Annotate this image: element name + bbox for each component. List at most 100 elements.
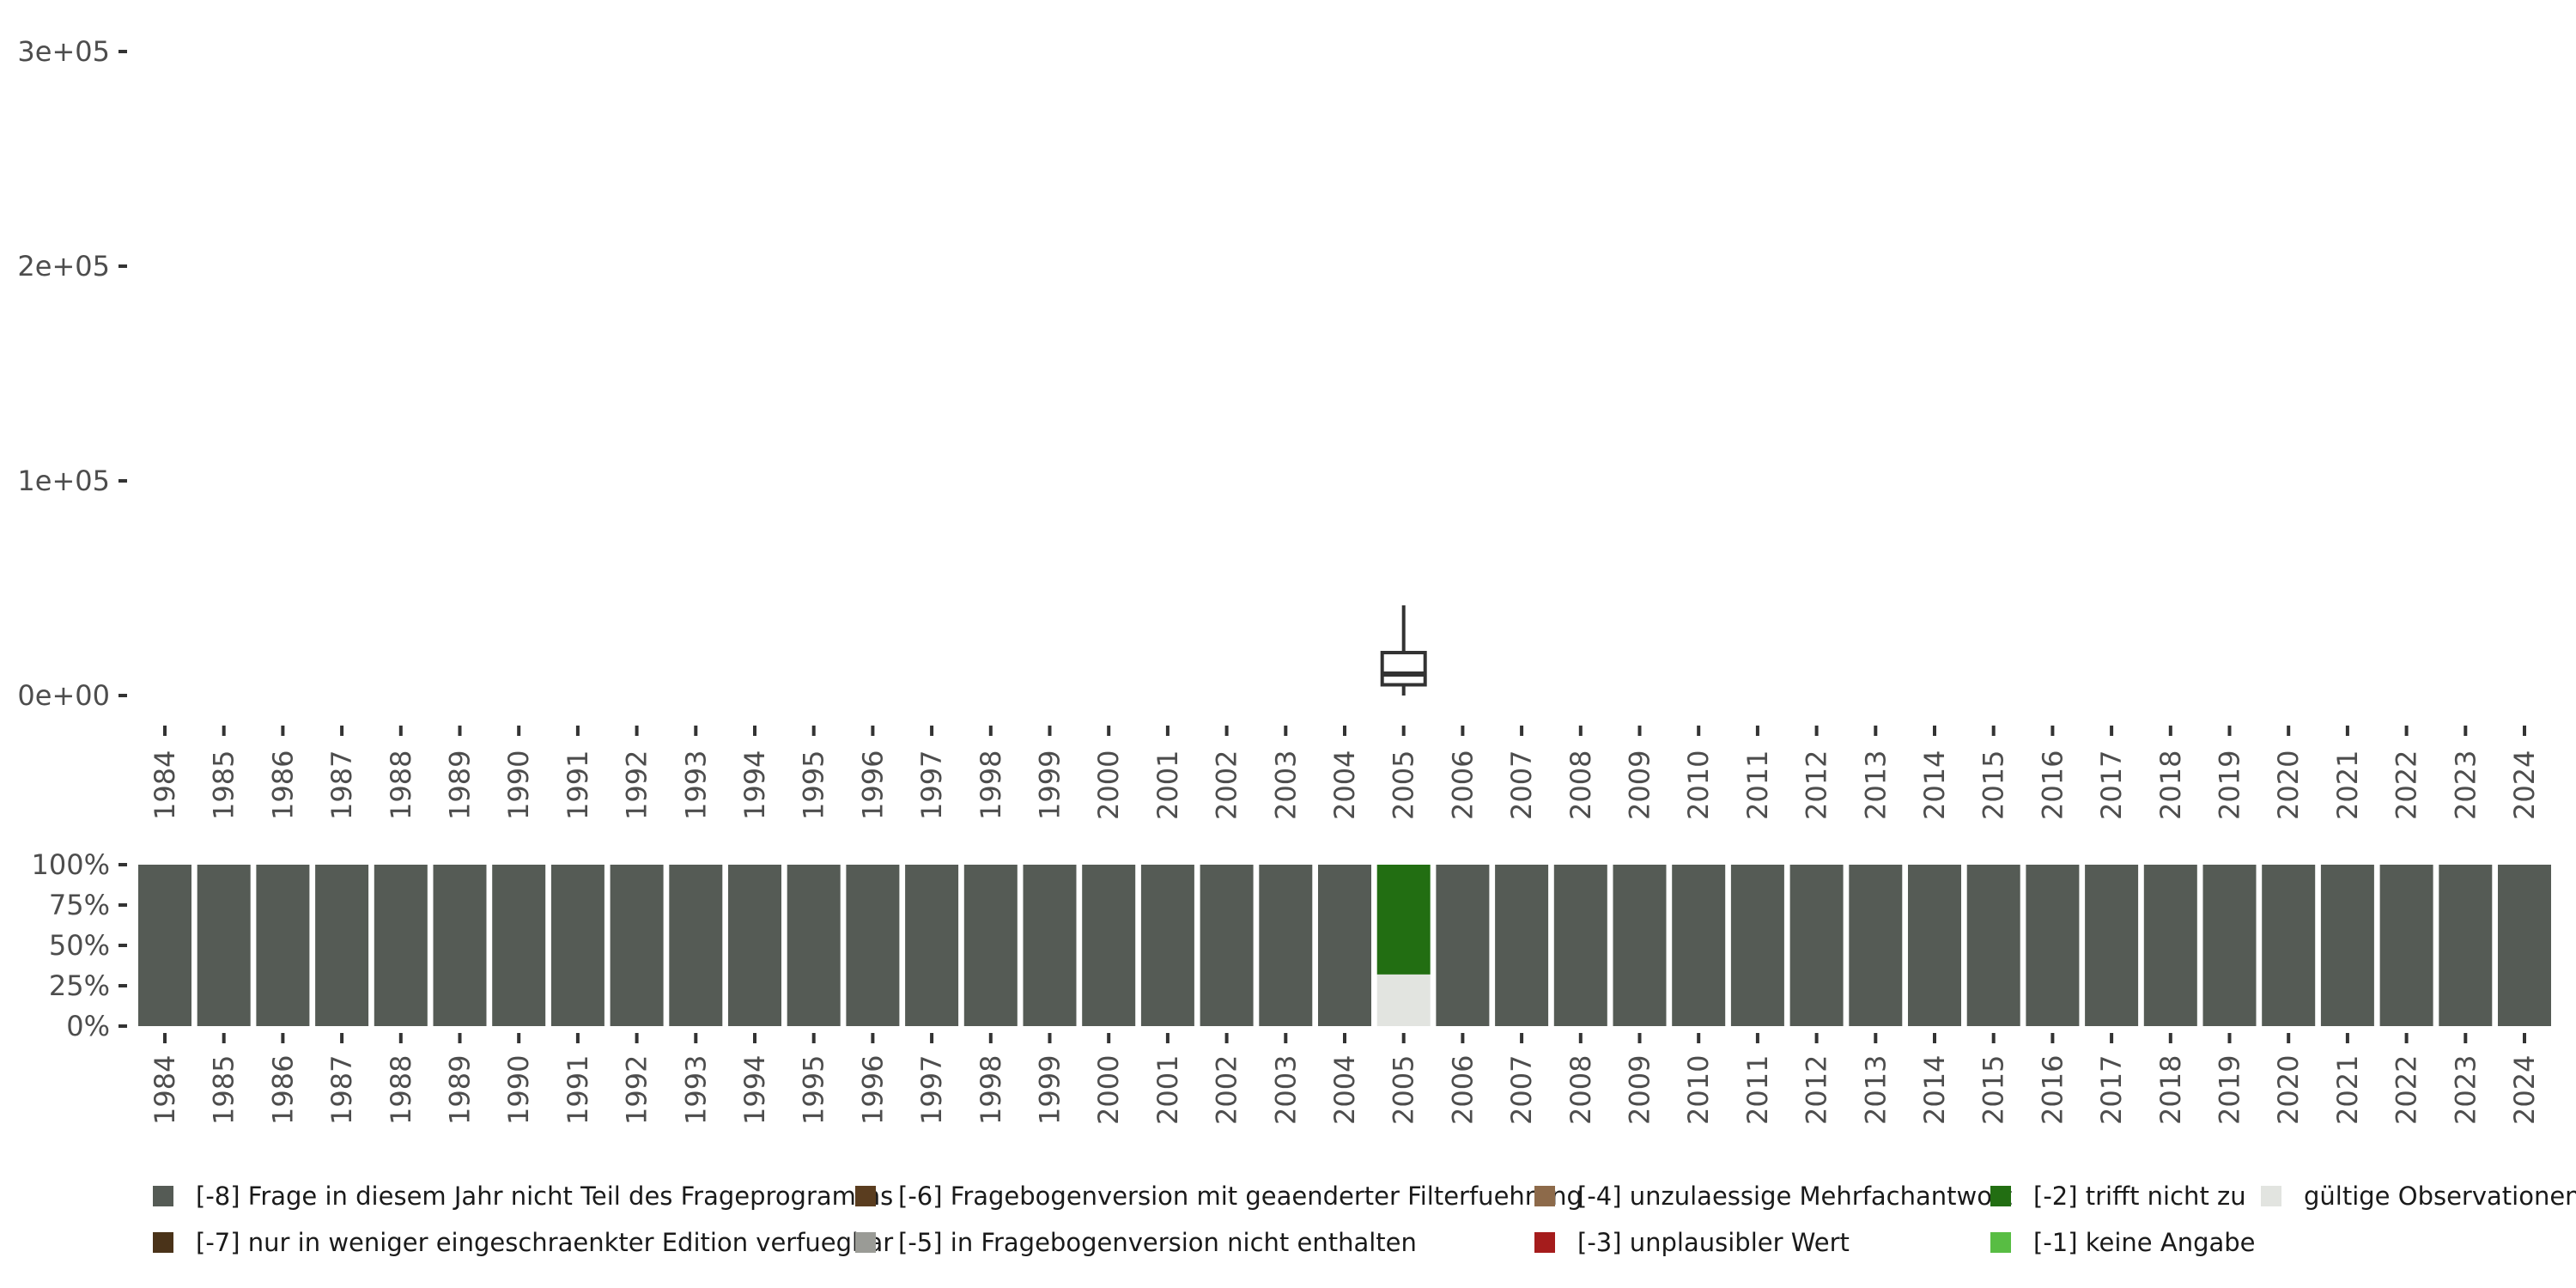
bar-segment-2019-m8 xyxy=(2202,865,2257,1026)
bar-x-tick-label: 2023 xyxy=(2449,1055,2482,1125)
bar-segment-1991-m8 xyxy=(550,865,605,1026)
bar-x-tick-label: 2024 xyxy=(2508,1055,2541,1125)
legend-label: [-1] keine Angabe xyxy=(2033,1228,2256,1257)
boxplot-x-tick-label: 2018 xyxy=(2154,750,2187,820)
bar-segment-1984-m8 xyxy=(138,865,191,1026)
bar-x-tick-label: 2020 xyxy=(2272,1055,2305,1125)
boxplot-x-tick-label: 2004 xyxy=(1328,750,1361,820)
bar-x-tick-label: 2000 xyxy=(1092,1055,1125,1125)
boxplot-x-tick-label: 2024 xyxy=(2508,750,2541,820)
boxplot-marks xyxy=(1380,605,1427,696)
boxplot-x-tick-label: 2009 xyxy=(1624,750,1656,820)
boxplot-x-tick-label: 2011 xyxy=(1741,750,1774,820)
bar-segment-1987-m8 xyxy=(315,865,369,1026)
bar-x-tick-label: 1990 xyxy=(502,1055,535,1125)
legend-swatch xyxy=(153,1232,173,1253)
bar-x-tick-label: 2004 xyxy=(1328,1055,1361,1125)
boxplot-x-tick-label: 2022 xyxy=(2391,750,2423,820)
boxplot-x-tick-label: 1997 xyxy=(915,750,948,820)
bar-x-tick-label: 2016 xyxy=(2036,1055,2069,1125)
boxplot-x-tick-label: 2002 xyxy=(1211,750,1243,820)
bar-segment-2007-m8 xyxy=(1495,865,1549,1026)
legend-label: [-8] Frage in diesem Jahr nicht Teil des… xyxy=(196,1182,893,1211)
bar-segment-1999-m8 xyxy=(1023,865,1077,1026)
bar-x-tick-label: 1988 xyxy=(385,1055,417,1125)
boxplot-x-tick-label: 1998 xyxy=(975,750,1007,820)
legend-swatch xyxy=(2261,1186,2281,1206)
boxplot-x-tick-label: 2015 xyxy=(1978,750,2010,820)
bar-x-tick-label: 2011 xyxy=(1741,1055,1774,1125)
boxplot-x-tick-label: 2003 xyxy=(1269,750,1302,820)
boxplot-x-tick-label: 2008 xyxy=(1564,750,1597,820)
boxplot-y-tick-label: 0e+00 xyxy=(17,679,110,712)
bar-segment-2009-m8 xyxy=(1613,865,1667,1026)
bar-x-tick-label: 2003 xyxy=(1269,1055,1302,1125)
boxplot-x-tick-label: 2000 xyxy=(1092,750,1125,820)
bar-y-tick-label: 25% xyxy=(49,969,110,1002)
bar-x-tick-label: 1993 xyxy=(679,1055,712,1125)
box-2005 xyxy=(1380,605,1427,696)
bar-segment-1985-m8 xyxy=(197,865,251,1026)
bar-segment-1998-m8 xyxy=(963,865,1018,1026)
boxplot-x-tick-label: 1999 xyxy=(1034,750,1066,820)
boxplot-x-tick-label: 2007 xyxy=(1505,750,1538,820)
bar-segment-2010-m8 xyxy=(1672,865,1726,1026)
legend-item-m4: [-4] unzulaessige Mehrfachantwort xyxy=(1534,1182,2012,1211)
bar-x-tick-label: 1987 xyxy=(325,1055,358,1125)
boxplot-x-tick-label: 2006 xyxy=(1446,750,1479,820)
legend-item-m1: [-1] keine Angabe xyxy=(1990,1228,2256,1257)
bar-segment-2018-m8 xyxy=(2143,865,2197,1026)
bar-segment-2004-m8 xyxy=(1318,865,1371,1026)
bar-segment-2000-m8 xyxy=(1082,865,1136,1026)
bar-segment-2001-m8 xyxy=(1140,865,1194,1026)
boxplot-x-tick-label: 2012 xyxy=(1801,750,1833,820)
bar-x-tick-label: 2008 xyxy=(1564,1055,1597,1125)
bar-x-tick-label: 2017 xyxy=(2095,1055,2128,1125)
box-body xyxy=(1380,651,1427,687)
bar-segment-1993-m8 xyxy=(669,865,723,1026)
boxplot-x-tick-label: 1984 xyxy=(149,750,181,820)
bar-segment-2023-m8 xyxy=(2439,865,2493,1026)
bar-segment-1994-m8 xyxy=(728,865,781,1026)
bar-segment-2006-m8 xyxy=(1436,865,1490,1026)
boxplot-x-tick-label: 2016 xyxy=(2036,750,2069,820)
legend-item-m5: [-5] in Fragebogenversion nicht enthalte… xyxy=(855,1228,1417,1257)
boxplot-x-tick-label: 2020 xyxy=(2272,750,2305,820)
boxplot-x-tick-label: 2010 xyxy=(1682,750,1715,820)
boxplot-y-tick-label: 1e+05 xyxy=(17,465,110,497)
bar-segment-1997-m8 xyxy=(905,865,959,1026)
bar-x-tick-label: 2021 xyxy=(2331,1055,2364,1125)
boxplot-x-tick-label: 2023 xyxy=(2449,750,2482,820)
bar-segment-2002-m8 xyxy=(1200,865,1254,1026)
bar-y-tick-label: 0% xyxy=(66,1010,110,1042)
legend-item-m2: [-2] trifft nicht zu xyxy=(1990,1182,2246,1211)
bar-x-tick-label: 2009 xyxy=(1624,1055,1656,1125)
bar-x-tick-label: 2001 xyxy=(1151,1055,1184,1125)
bar-x-tick-label: 2014 xyxy=(1918,1055,1951,1125)
bar-x-tick-label: 1999 xyxy=(1034,1055,1066,1125)
bar-x-tick-label: 1985 xyxy=(208,1055,240,1125)
legend-swatch xyxy=(855,1186,876,1206)
boxplot-x-tick-label: 2005 xyxy=(1388,750,1420,820)
legend-item-valid: gültige Observationen xyxy=(2261,1182,2576,1211)
bar-segment-2017-m8 xyxy=(2085,865,2139,1026)
bar-segment-2024-m8 xyxy=(2498,865,2551,1026)
bar-y-tick-label: 100% xyxy=(32,848,110,881)
bar-segment-2020-m8 xyxy=(2262,865,2316,1026)
boxplot-x-tick-label: 1988 xyxy=(385,750,417,820)
legend-label: [-5] in Fragebogenversion nicht enthalte… xyxy=(898,1228,1417,1257)
boxplot-x-tick-label: 1995 xyxy=(798,750,830,820)
boxplot-x-tick-label: 1989 xyxy=(444,750,477,820)
bar-segment-2016-m8 xyxy=(2026,865,2080,1026)
boxplot-x-tick-label: 2014 xyxy=(1918,750,1951,820)
boxplot-x-axis: 1984 1985 1986 1987 1988 1989 1990 1991 1992 1993… xyxy=(149,726,2541,820)
legend-label: gültige Observationen xyxy=(2304,1182,2576,1211)
boxplot-x-tick-label: 2019 xyxy=(2214,750,2246,820)
bar-segment-1989-m8 xyxy=(433,865,487,1026)
legend-item-m7: [-7] nur in weniger eingeschraenkter Edi… xyxy=(153,1228,893,1257)
legend-label: [-4] unzulaessige Mehrfachantwort xyxy=(1577,1182,2012,1211)
bar-segment-1988-m8 xyxy=(374,865,428,1026)
bar-marks xyxy=(138,865,2551,1026)
bar-panel: 0% 25% 50% 75% 100% 1984 1985 1986 1987 1988 1989… xyxy=(32,848,2551,1125)
